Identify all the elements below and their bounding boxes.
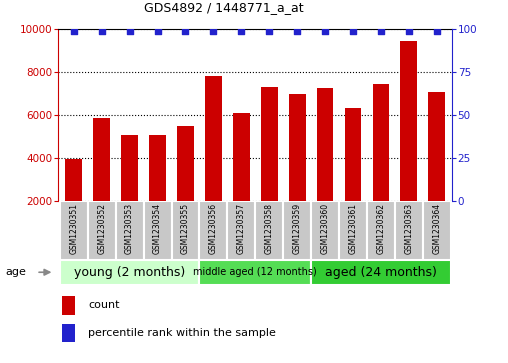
Bar bbox=[423, 201, 451, 260]
Text: percentile rank within the sample: percentile rank within the sample bbox=[88, 328, 276, 338]
Bar bbox=[255, 201, 283, 260]
Point bbox=[405, 28, 413, 34]
Bar bbox=[200, 260, 311, 285]
Text: GSM1230356: GSM1230356 bbox=[209, 203, 218, 254]
Bar bbox=[93, 118, 110, 245]
Bar bbox=[62, 296, 75, 314]
Bar bbox=[395, 201, 423, 260]
Bar bbox=[60, 260, 200, 285]
Text: GSM1230357: GSM1230357 bbox=[237, 203, 246, 254]
Bar bbox=[400, 41, 417, 245]
Text: middle aged (12 months): middle aged (12 months) bbox=[194, 267, 317, 277]
Bar bbox=[428, 91, 445, 245]
Point bbox=[125, 28, 134, 34]
Bar bbox=[367, 201, 395, 260]
Bar bbox=[200, 201, 228, 260]
Bar bbox=[60, 201, 88, 260]
Text: GSM1230355: GSM1230355 bbox=[181, 203, 190, 254]
Text: GSM1230351: GSM1230351 bbox=[69, 203, 78, 254]
Bar bbox=[344, 108, 361, 245]
Bar bbox=[62, 324, 75, 342]
Bar bbox=[372, 84, 389, 245]
Point bbox=[321, 28, 329, 34]
Text: count: count bbox=[88, 300, 119, 310]
Text: GSM1230361: GSM1230361 bbox=[348, 203, 358, 254]
Text: young (2 months): young (2 months) bbox=[74, 266, 185, 279]
Bar bbox=[149, 135, 166, 245]
Text: GSM1230352: GSM1230352 bbox=[97, 203, 106, 254]
Text: GSM1230363: GSM1230363 bbox=[404, 203, 414, 254]
Bar bbox=[283, 201, 311, 260]
Text: GSM1230354: GSM1230354 bbox=[153, 203, 162, 254]
Bar bbox=[261, 87, 277, 245]
Bar bbox=[144, 201, 172, 260]
Point bbox=[209, 28, 217, 34]
Text: GSM1230364: GSM1230364 bbox=[432, 203, 441, 254]
Text: GSM1230362: GSM1230362 bbox=[376, 203, 386, 254]
Bar bbox=[311, 260, 451, 285]
Bar bbox=[177, 126, 194, 245]
Bar bbox=[311, 201, 339, 260]
Point bbox=[265, 28, 273, 34]
Bar bbox=[316, 87, 333, 245]
Text: GSM1230353: GSM1230353 bbox=[125, 203, 134, 254]
Bar bbox=[88, 201, 116, 260]
Bar bbox=[205, 77, 222, 245]
Text: GSM1230358: GSM1230358 bbox=[265, 203, 274, 254]
Bar bbox=[116, 201, 144, 260]
Text: GDS4892 / 1448771_a_at: GDS4892 / 1448771_a_at bbox=[144, 1, 304, 15]
Bar bbox=[172, 201, 200, 260]
Point bbox=[293, 28, 301, 34]
Point bbox=[153, 28, 162, 34]
Point bbox=[377, 28, 385, 34]
Bar bbox=[121, 135, 138, 245]
Bar bbox=[339, 201, 367, 260]
Point bbox=[237, 28, 245, 34]
Text: age: age bbox=[5, 267, 26, 277]
Point bbox=[433, 28, 441, 34]
Bar bbox=[233, 113, 250, 245]
Text: aged (24 months): aged (24 months) bbox=[325, 266, 437, 279]
Point bbox=[181, 28, 189, 34]
Text: GSM1230360: GSM1230360 bbox=[321, 203, 330, 254]
Text: GSM1230359: GSM1230359 bbox=[293, 203, 302, 254]
Point bbox=[98, 28, 106, 34]
Point bbox=[349, 28, 357, 34]
Point bbox=[70, 28, 78, 34]
Bar bbox=[289, 94, 305, 245]
Bar bbox=[228, 201, 255, 260]
Bar bbox=[66, 159, 82, 245]
